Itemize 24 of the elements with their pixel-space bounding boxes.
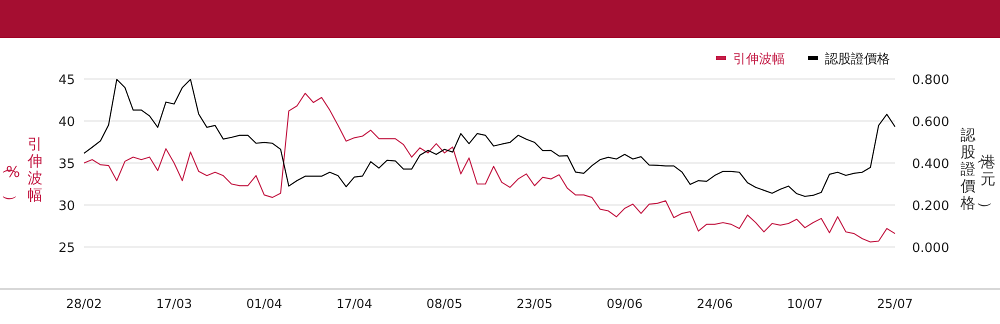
x-tick-label: 17/04: [336, 296, 372, 311]
y2-tick-label: 0.800: [912, 73, 950, 88]
line-series: [83, 92, 896, 243]
y-tick-label: 35: [58, 157, 75, 172]
x-tick-label: 10/07: [786, 296, 823, 311]
x-tick-label: 17/03: [156, 296, 192, 311]
x-tick-label: 24/06: [696, 296, 733, 311]
x-tick-label: 09/06: [606, 296, 643, 311]
y2-tick-label: 0.400: [912, 157, 950, 172]
y-tick-label: 45: [58, 73, 75, 88]
legend-label: 引伸波幅: [733, 52, 785, 67]
y2-tick-label: 0.200: [912, 199, 950, 214]
x-tick-label: 28/02: [66, 296, 102, 311]
legend-label: 認股證價格: [825, 52, 890, 67]
y2-tick-label: 0.000: [912, 241, 950, 256]
x-tick-label: 08/05: [426, 296, 462, 311]
y-tick-label: 30: [58, 199, 75, 214]
y-tick-label: 25: [58, 241, 75, 256]
x-tick-label: 23/05: [516, 296, 553, 311]
line-series: [83, 78, 896, 197]
x-tick-label: 25/07: [876, 296, 914, 311]
y2-tick-label: 0.600: [912, 115, 950, 130]
x-tick-label: 01/04: [246, 296, 282, 311]
y-tick-label: 40: [58, 115, 75, 130]
